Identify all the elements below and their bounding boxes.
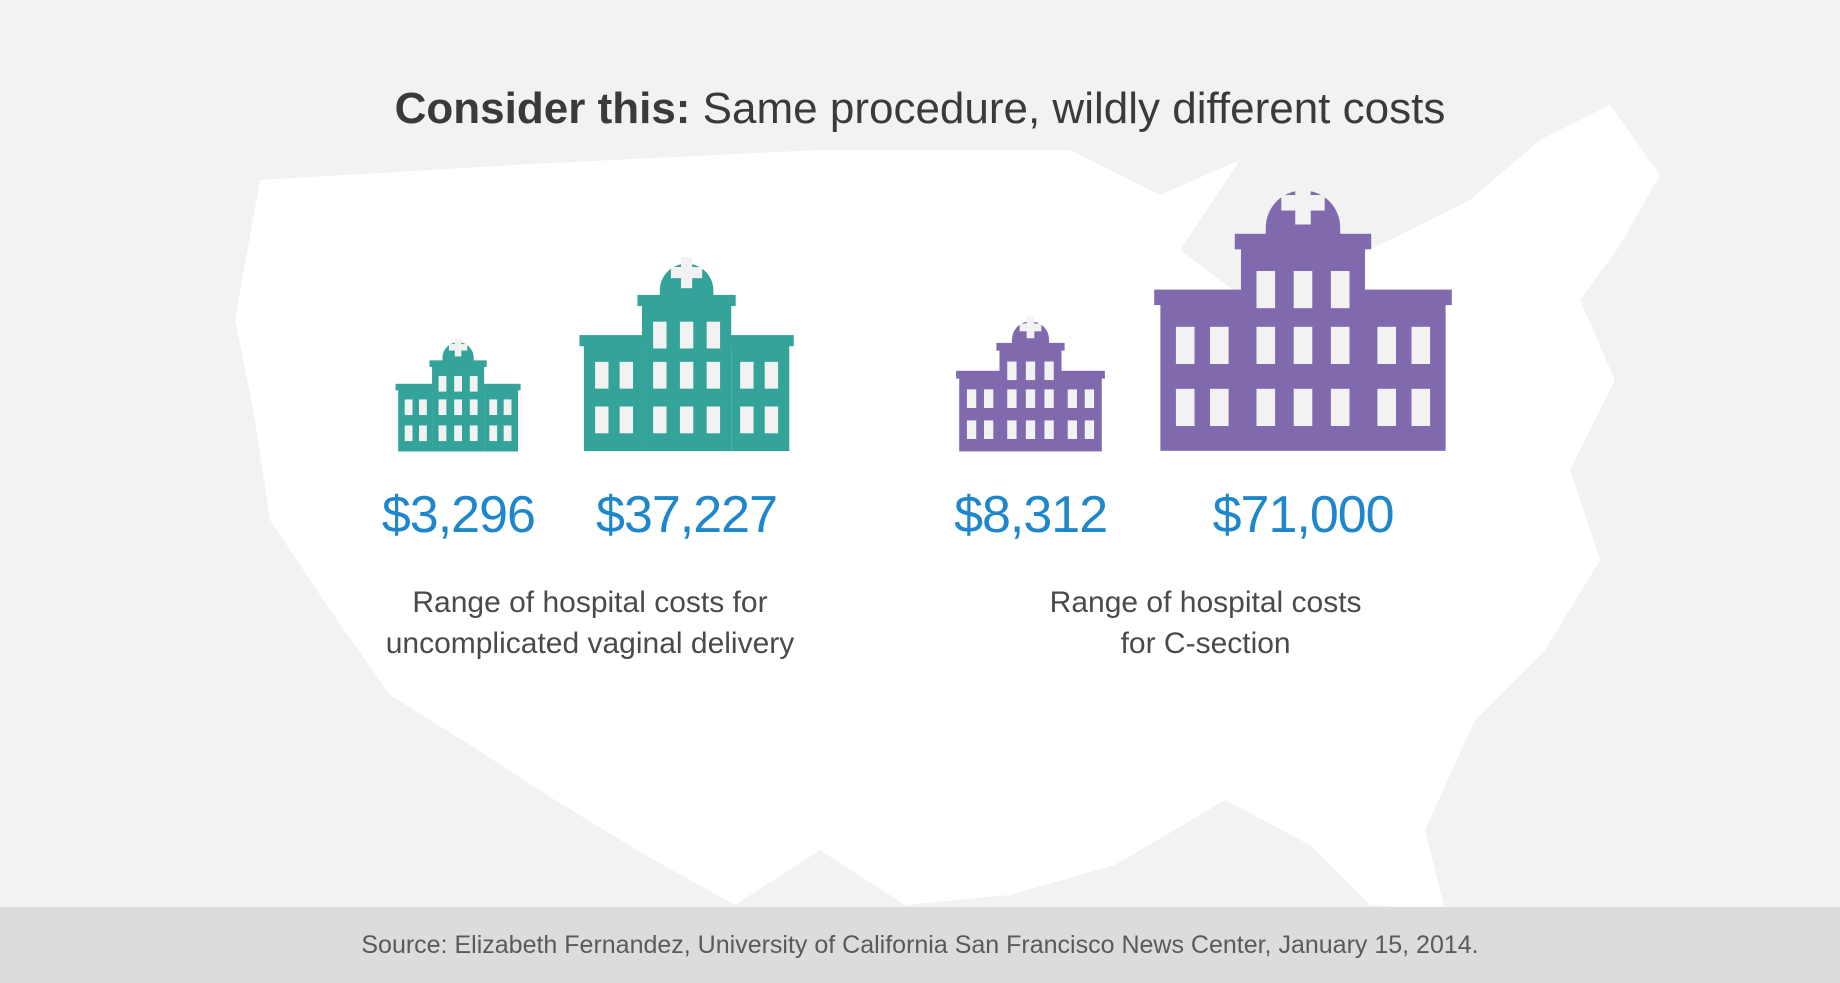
icon-row: $8,312 $71,000 [953,235,1458,545]
group-c-section: $8,312 $71,000 [953,235,1458,664]
high-cost-value: $37,227 [596,485,777,545]
low-cost-column: $8,312 [953,302,1108,545]
comparison-groups: $3,296 $37,227 [0,235,1840,664]
hospital-icon-small [393,326,523,457]
caption-line-2: for C-section [1121,627,1291,660]
headline-bold: Consider this: [395,84,691,133]
hospital-icon-large [1148,152,1458,457]
low-cost-value: $8,312 [954,485,1107,545]
group-caption: Range of hospital costs for C-section [1050,583,1362,664]
headline: Consider this: Same procedure, wildly di… [0,84,1840,134]
source-text: Source: Elizabeth Fernandez, University … [361,931,1478,960]
group-vaginal-delivery: $3,296 $37,227 [382,235,798,664]
caption-line-1: Range of hospital costs for [412,586,767,619]
hospital-icon-large [575,236,798,457]
source-bar: Source: Elizabeth Fernandez, University … [0,907,1840,983]
high-cost-value: $71,000 [1213,485,1394,545]
caption-line-2: uncomplicated vaginal delivery [386,627,795,660]
caption-line-1: Range of hospital costs [1050,586,1362,619]
hospital-icon-small [953,302,1108,457]
group-caption: Range of hospital costs for uncomplicate… [386,583,795,664]
low-cost-value: $3,296 [382,485,535,545]
low-cost-column: $3,296 [382,326,535,545]
high-cost-column: $71,000 [1148,152,1458,545]
high-cost-column: $37,227 [575,236,798,545]
headline-rest: Same procedure, wildly different costs [690,84,1445,133]
icon-row: $3,296 $37,227 [382,235,798,545]
